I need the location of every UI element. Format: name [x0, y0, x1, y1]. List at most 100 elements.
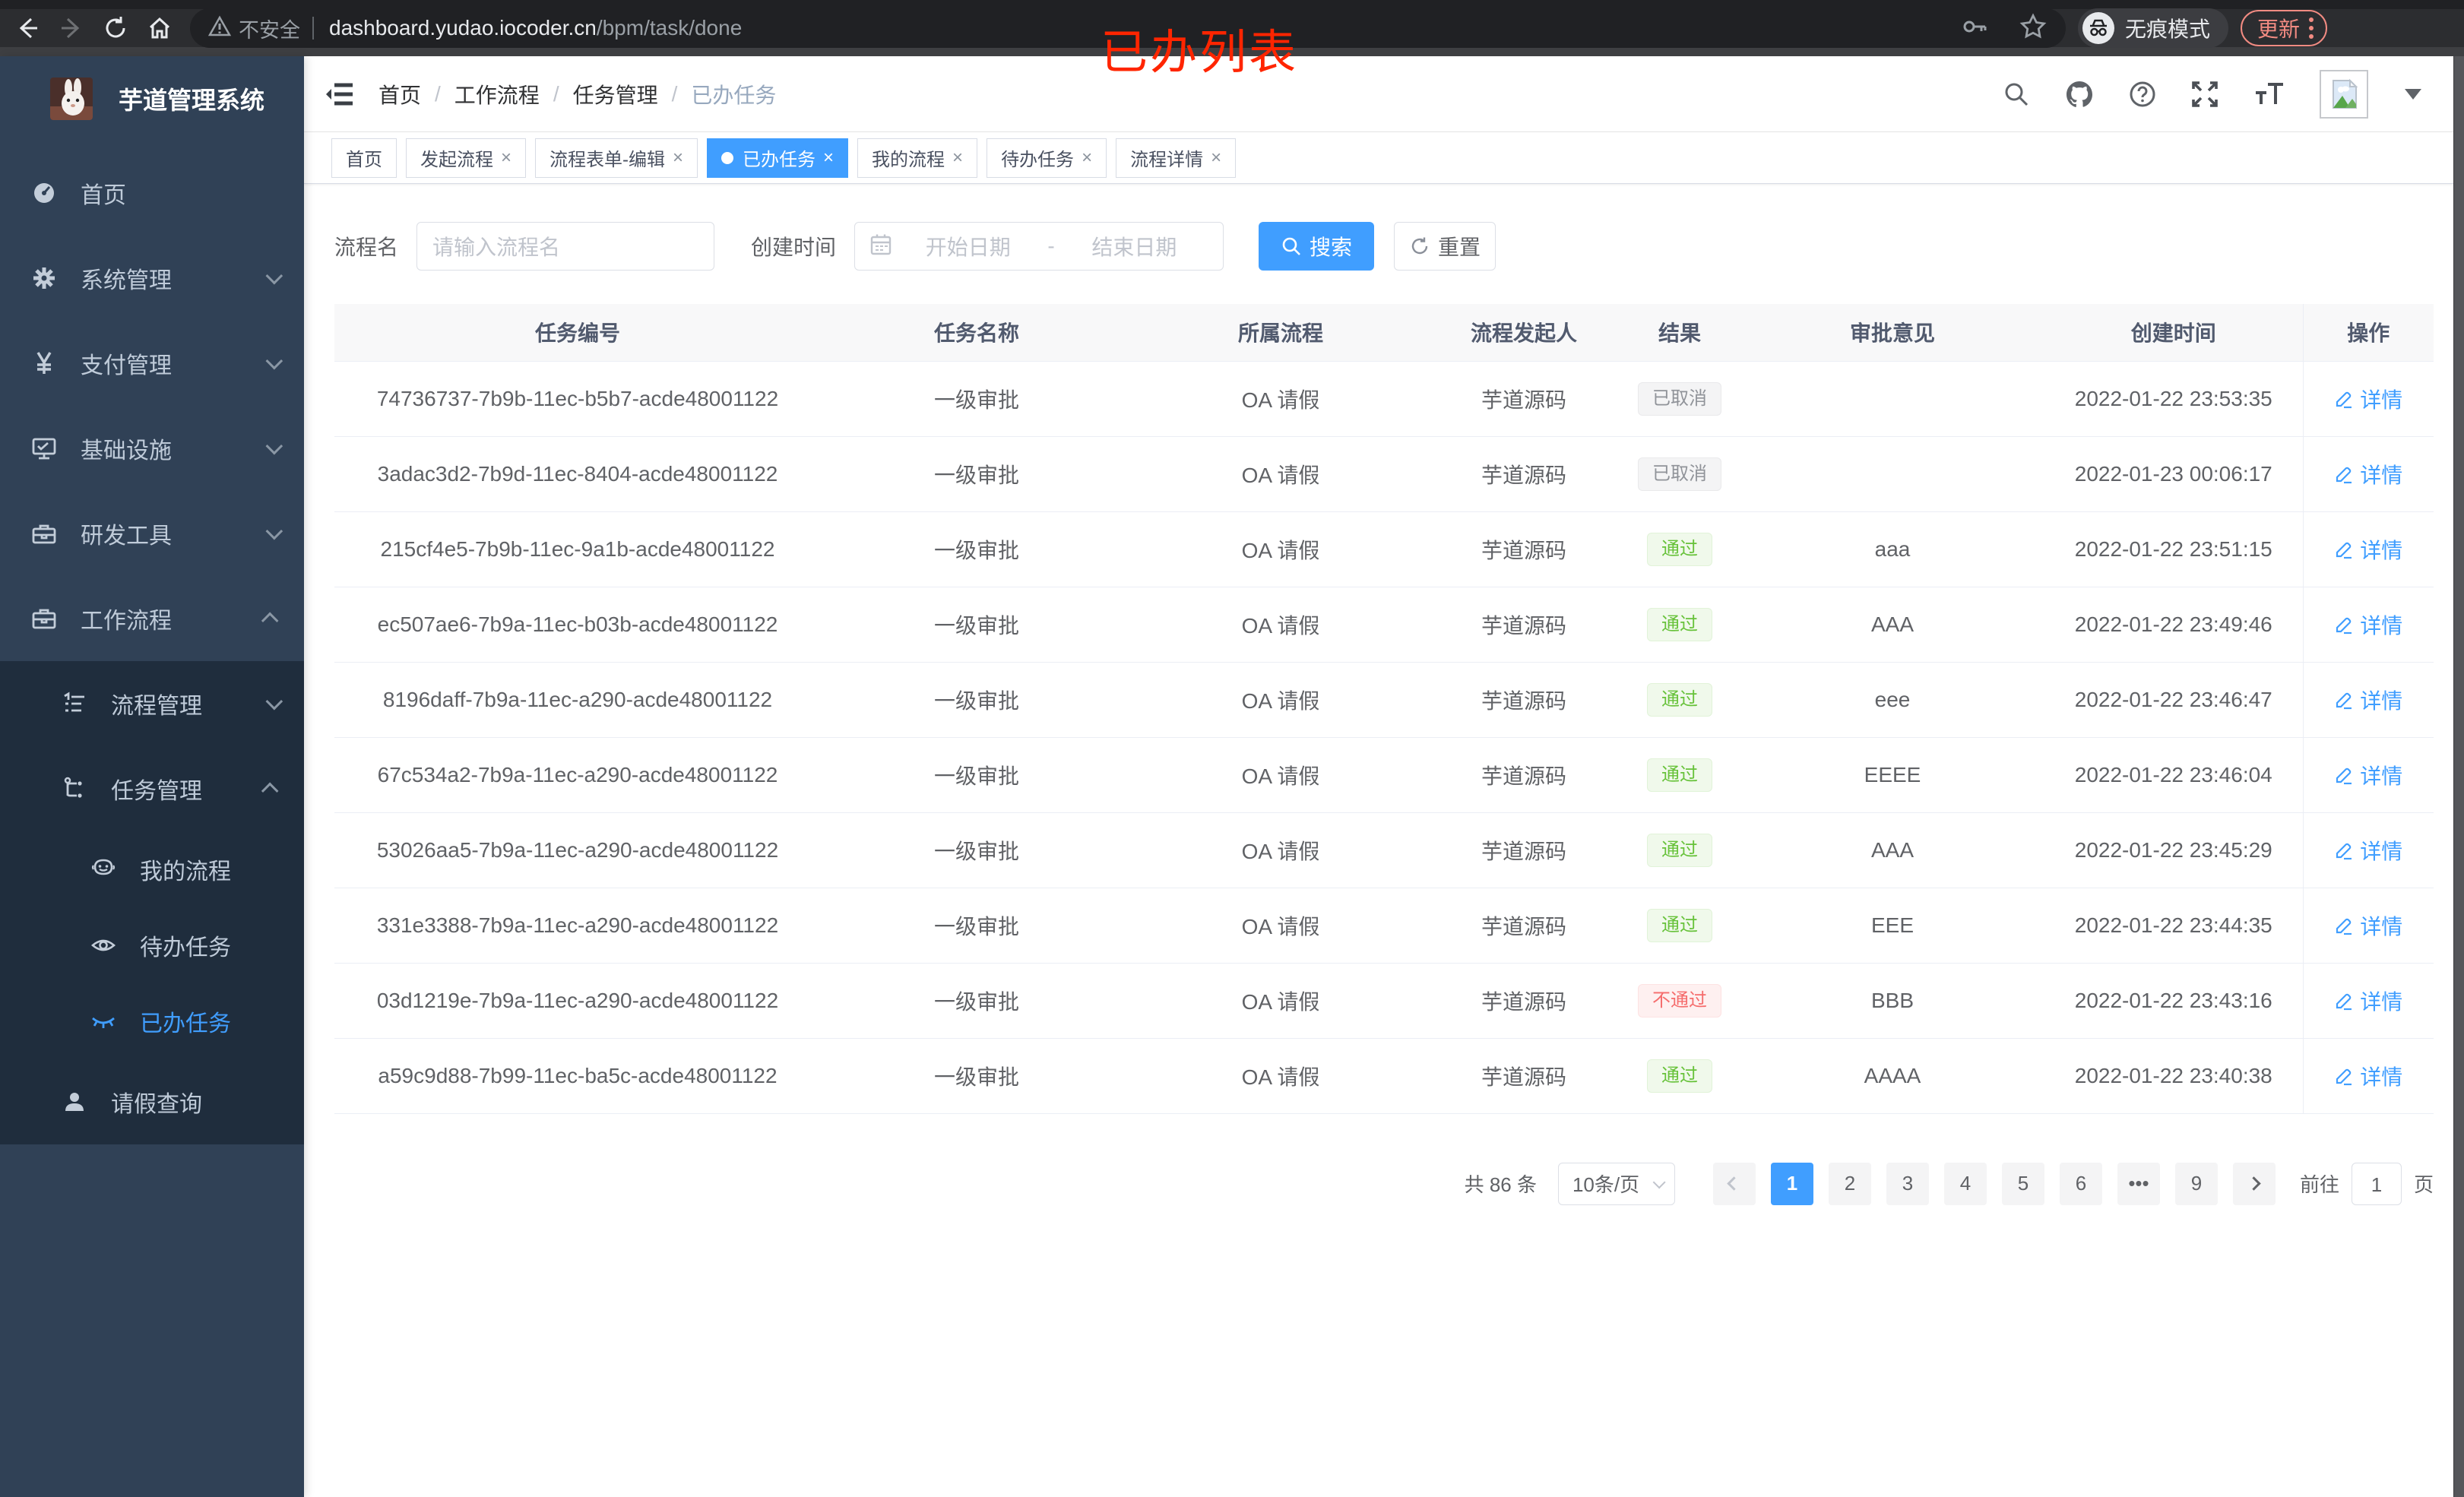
page-button[interactable]: 3 — [1886, 1162, 1929, 1205]
filter-bar: 流程名 请输入流程名 创建时间 开始日期 - 结束日期 — [334, 222, 2434, 271]
close-icon[interactable]: × — [952, 147, 964, 168]
tab-my-process[interactable]: 我的流程 × — [857, 138, 978, 178]
table-row: 53026aa5-7b9a-11ec-a290-acde48001122 一级审… — [334, 812, 2434, 888]
incognito-icon — [2082, 12, 2114, 44]
avatar[interactable] — [2320, 69, 2368, 119]
actions-cell: 详情 — [2302, 662, 2434, 738]
sidebar-item-leave-query[interactable]: 请假查询 — [0, 1059, 304, 1144]
page-ellipsis[interactable]: ••• — [2117, 1162, 2160, 1205]
page-size-select[interactable]: 10条/页 — [1557, 1162, 1675, 1205]
browser-forward-icon[interactable] — [55, 11, 88, 45]
process-cell: OA 请假 — [1132, 963, 1429, 1039]
sidebar-item-system[interactable]: 系统管理 — [0, 236, 304, 321]
sidebar-item-pay[interactable]: 支付管理 — [0, 321, 304, 406]
key-icon[interactable] — [1961, 13, 1988, 44]
sidebar-fold-icon[interactable] — [325, 79, 356, 109]
fullscreen-icon[interactable] — [2190, 80, 2219, 109]
detail-link[interactable]: 详情 — [2334, 534, 2402, 565]
page-button[interactable]: 6 — [2059, 1162, 2102, 1205]
process-name-input[interactable]: 请输入流程名 — [416, 222, 715, 271]
detail-link[interactable]: 详情 — [2334, 685, 2402, 715]
browser-menu-icon[interactable] — [2309, 17, 2318, 39]
browser-reload-icon[interactable] — [99, 11, 132, 45]
close-icon[interactable]: × — [1211, 147, 1222, 168]
goto-page-input[interactable]: 1 — [2351, 1162, 2402, 1205]
sidebar-item-devtool[interactable]: 研发工具 — [0, 491, 304, 576]
tab-start-process[interactable]: 发起流程 × — [406, 138, 527, 178]
sidebar-item-process-mgmt[interactable]: 流程管理 — [0, 661, 304, 746]
pagination: 共 86 条 10条/页 1 2 3 4 5 6 ••• 9 前往 1 页 — [334, 1162, 2434, 1205]
comment-cell: BBB — [1740, 963, 2044, 1039]
search-button[interactable]: 搜索 — [1259, 222, 1375, 271]
detail-link[interactable]: 详情 — [2334, 459, 2402, 489]
search-icon[interactable] — [2002, 80, 2031, 109]
close-icon[interactable]: × — [501, 147, 512, 168]
date-range-input[interactable]: 开始日期 - 结束日期 — [854, 222, 1224, 271]
edit-pencil-icon — [2334, 540, 2354, 559]
detail-link[interactable]: 详情 — [2334, 609, 2402, 640]
page-button[interactable]: 1 — [1770, 1162, 1813, 1205]
close-icon[interactable]: × — [1082, 147, 1093, 168]
sidebar-item-done-task[interactable]: 已办任务 — [0, 983, 304, 1059]
process-cell: OA 请假 — [1132, 888, 1429, 964]
edit-pencil-icon — [2334, 916, 2354, 935]
page-scrollbar[interactable] — [2453, 56, 2464, 1497]
breadcrumb-task-mgmt[interactable]: 任务管理 — [572, 83, 658, 107]
tab-form-edit[interactable]: 流程表单-编辑 × — [535, 138, 698, 178]
tab-done-task[interactable]: 已办任务 × — [707, 138, 849, 178]
sidebar-item-workflow[interactable]: 工作流程 — [0, 576, 304, 661]
create-time-cell: 2022-01-22 23:49:46 — [2044, 587, 2303, 663]
avatar-caret-icon[interactable] — [2405, 88, 2421, 100]
sidebar-item-my-process[interactable]: 我的流程 — [0, 831, 304, 907]
update-button[interactable]: 更新 — [2241, 10, 2328, 46]
tab-process-detail[interactable]: 流程详情 × — [1116, 138, 1237, 178]
edit-pencil-icon — [2334, 840, 2354, 860]
tab-home[interactable]: 首页 — [331, 138, 397, 178]
monitor-icon — [30, 435, 58, 462]
breadcrumb-workflow[interactable]: 工作流程 — [454, 83, 540, 107]
edit-pencil-icon — [2334, 690, 2354, 710]
edit-pencil-icon — [2334, 464, 2354, 484]
github-icon[interactable] — [2064, 79, 2095, 109]
next-page-button[interactable] — [2232, 1162, 2276, 1205]
logo[interactable]: 芋道管理系统 — [0, 56, 304, 129]
comment-cell: AAAA — [1740, 1038, 2044, 1114]
close-icon[interactable]: × — [823, 147, 835, 168]
reset-button[interactable]: 重置 — [1394, 222, 1496, 271]
font-size-icon[interactable] — [2253, 80, 2286, 109]
start-date-placeholder: 开始日期 — [925, 236, 1011, 259]
page-button[interactable]: 4 — [1943, 1162, 1987, 1205]
workflow-submenu: 流程管理 任务管理 我的流程 — [0, 661, 304, 1144]
table-row: a59c9d88-7b99-11ec-ba5c-acde48001122 一级审… — [334, 1038, 2434, 1114]
edit-pencil-icon — [2334, 765, 2354, 785]
robot-icon — [90, 856, 117, 882]
warning-icon — [207, 14, 232, 42]
sidebar-item-home[interactable]: 首页 — [0, 150, 304, 236]
detail-link[interactable]: 详情 — [2334, 760, 2402, 790]
prev-page-button[interactable] — [1712, 1162, 1756, 1205]
detail-link[interactable]: 详情 — [2334, 835, 2402, 866]
browser-home-icon[interactable] — [143, 11, 176, 45]
page-button[interactable]: 5 — [2001, 1162, 2044, 1205]
detail-link[interactable]: 详情 — [2334, 986, 2402, 1016]
page-button[interactable]: 9 — [2174, 1162, 2218, 1205]
tab-todo-task[interactable]: 待办任务 × — [987, 138, 1107, 178]
task-id-cell: 8196daff-7b9a-11ec-a290-acde48001122 — [334, 662, 821, 738]
help-icon[interactable] — [2128, 80, 2157, 109]
create-time-label: 创建时间 — [751, 236, 837, 259]
sidebar-item-task-mgmt[interactable]: 任务管理 — [0, 746, 304, 831]
detail-link[interactable]: 详情 — [2334, 910, 2402, 941]
close-icon[interactable]: × — [673, 147, 684, 168]
sidebar-item-infra[interactable]: 基础设施 — [0, 406, 304, 491]
bookmark-star-icon[interactable] — [2019, 12, 2048, 45]
security-label[interactable]: 不安全 — [239, 18, 300, 42]
browser-back-icon[interactable] — [11, 11, 44, 45]
detail-link[interactable]: 详情 — [2334, 384, 2402, 414]
breadcrumb-home[interactable]: 首页 — [378, 83, 422, 107]
edit-pencil-icon — [2334, 1066, 2354, 1086]
address-bar[interactable]: 不安全 dashboard.yudao.iocoder.cn/bpm/task/… — [190, 8, 2066, 48]
actions-cell: 详情 — [2302, 1038, 2434, 1114]
page-button[interactable]: 2 — [1828, 1162, 1871, 1205]
sidebar-item-todo-task[interactable]: 待办任务 — [0, 907, 304, 983]
detail-link[interactable]: 详情 — [2334, 1061, 2402, 1091]
